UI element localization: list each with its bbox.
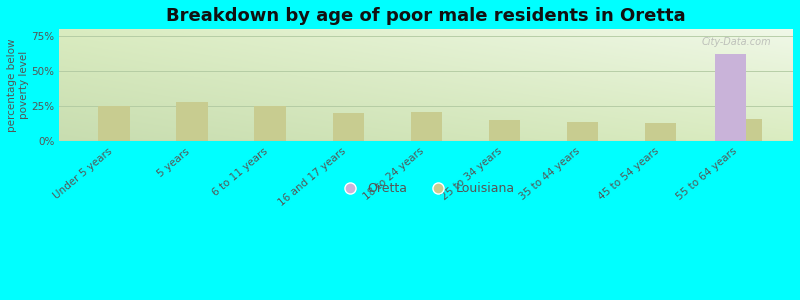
Bar bbox=[98, 106, 130, 141]
Bar bbox=[176, 102, 208, 141]
Bar bbox=[254, 106, 286, 141]
Legend: Oretta, Louisiana: Oretta, Louisiana bbox=[332, 177, 520, 200]
Bar bbox=[730, 119, 762, 141]
Title: Breakdown by age of poor male residents in Oretta: Breakdown by age of poor male residents … bbox=[166, 7, 686, 25]
Bar bbox=[410, 112, 442, 141]
Text: City-Data.com: City-Data.com bbox=[702, 37, 771, 47]
Bar bbox=[645, 123, 676, 141]
Bar bbox=[333, 113, 364, 141]
Bar bbox=[489, 120, 520, 141]
Bar bbox=[566, 122, 598, 141]
Y-axis label: percentage below
poverty level: percentage below poverty level bbox=[7, 39, 29, 132]
Bar bbox=[715, 55, 746, 141]
